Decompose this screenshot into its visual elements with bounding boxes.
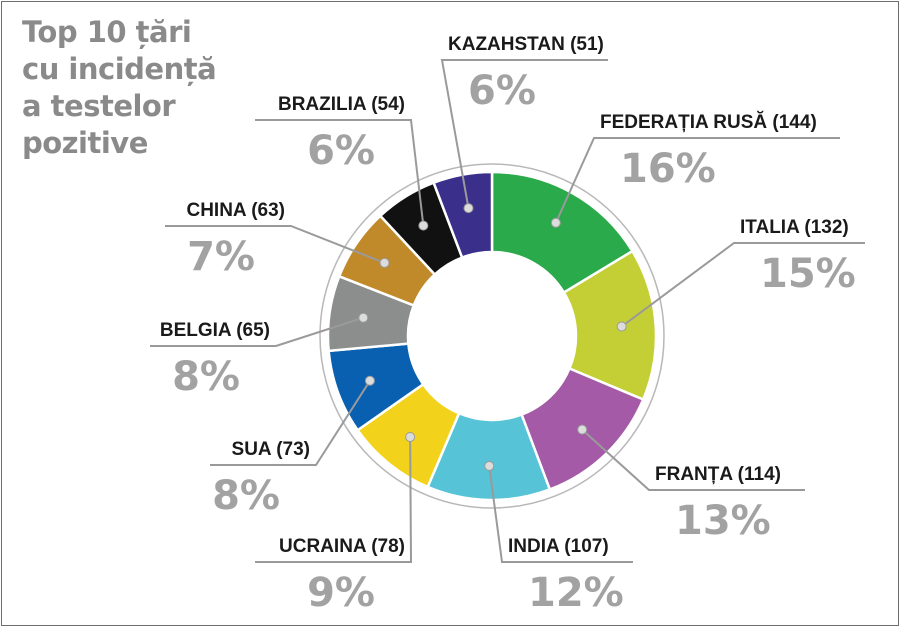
leader-line (255, 436, 413, 563)
leader-line (165, 225, 385, 264)
leader-dot (379, 257, 390, 268)
slice-percent: 15% (760, 251, 856, 297)
leader-dot (484, 460, 495, 471)
leader-dot (577, 424, 588, 435)
slice-percent: 9% (307, 570, 375, 616)
slice-label: FEDERAȚIA RUSĂ (144) (600, 111, 817, 133)
slice-percent: 6% (307, 128, 375, 174)
leader-line (150, 316, 364, 347)
leader-dot (405, 431, 416, 442)
leader-dot (463, 203, 474, 214)
leader-dot (358, 312, 369, 323)
title-line: a testelor (22, 89, 176, 123)
outer-ring (319, 163, 665, 509)
title-line: Top 10 țări (22, 15, 192, 49)
slice-label: UCRAINA (78) (279, 536, 405, 557)
pie-slice (432, 170, 494, 260)
slice-label: KAZAHSTAN (51) (448, 34, 604, 55)
leader-line (581, 428, 805, 491)
chart-title: Top 10 țări cu incidență a testelor pozi… (22, 14, 252, 162)
leader-line (255, 119, 425, 226)
slice-label: BRAZILIA (54) (278, 94, 405, 115)
slice-label: ITALIA (132) (740, 217, 849, 238)
slice-percent: 12% (528, 570, 624, 616)
leader-line (210, 380, 371, 466)
leader-dot (616, 321, 627, 332)
slice-label: CHINA (63) (186, 200, 285, 221)
slice-percent: 13% (675, 498, 771, 544)
title-line: pozitive (22, 126, 148, 160)
leader-line (440, 59, 608, 209)
leader-dot (418, 220, 429, 231)
slice-label: SUA (73) (232, 439, 310, 460)
slice-percent: 16% (620, 146, 716, 192)
leader-line (554, 137, 840, 224)
leader-dot (364, 375, 375, 386)
leader-line (488, 465, 633, 563)
slice-percent: 7% (187, 234, 255, 280)
slice-percent: 6% (468, 68, 536, 114)
slice-label: INDIA (107) (508, 536, 609, 557)
slice-label: FRANȚA (114) (655, 464, 781, 485)
slice-label: BELGIA (65) (160, 320, 270, 341)
slice-percent: 8% (172, 354, 240, 400)
leader-line (621, 242, 865, 328)
leader-dot (550, 217, 561, 228)
title-line: cu incidență (22, 52, 217, 86)
slice-percent: 8% (212, 473, 280, 519)
